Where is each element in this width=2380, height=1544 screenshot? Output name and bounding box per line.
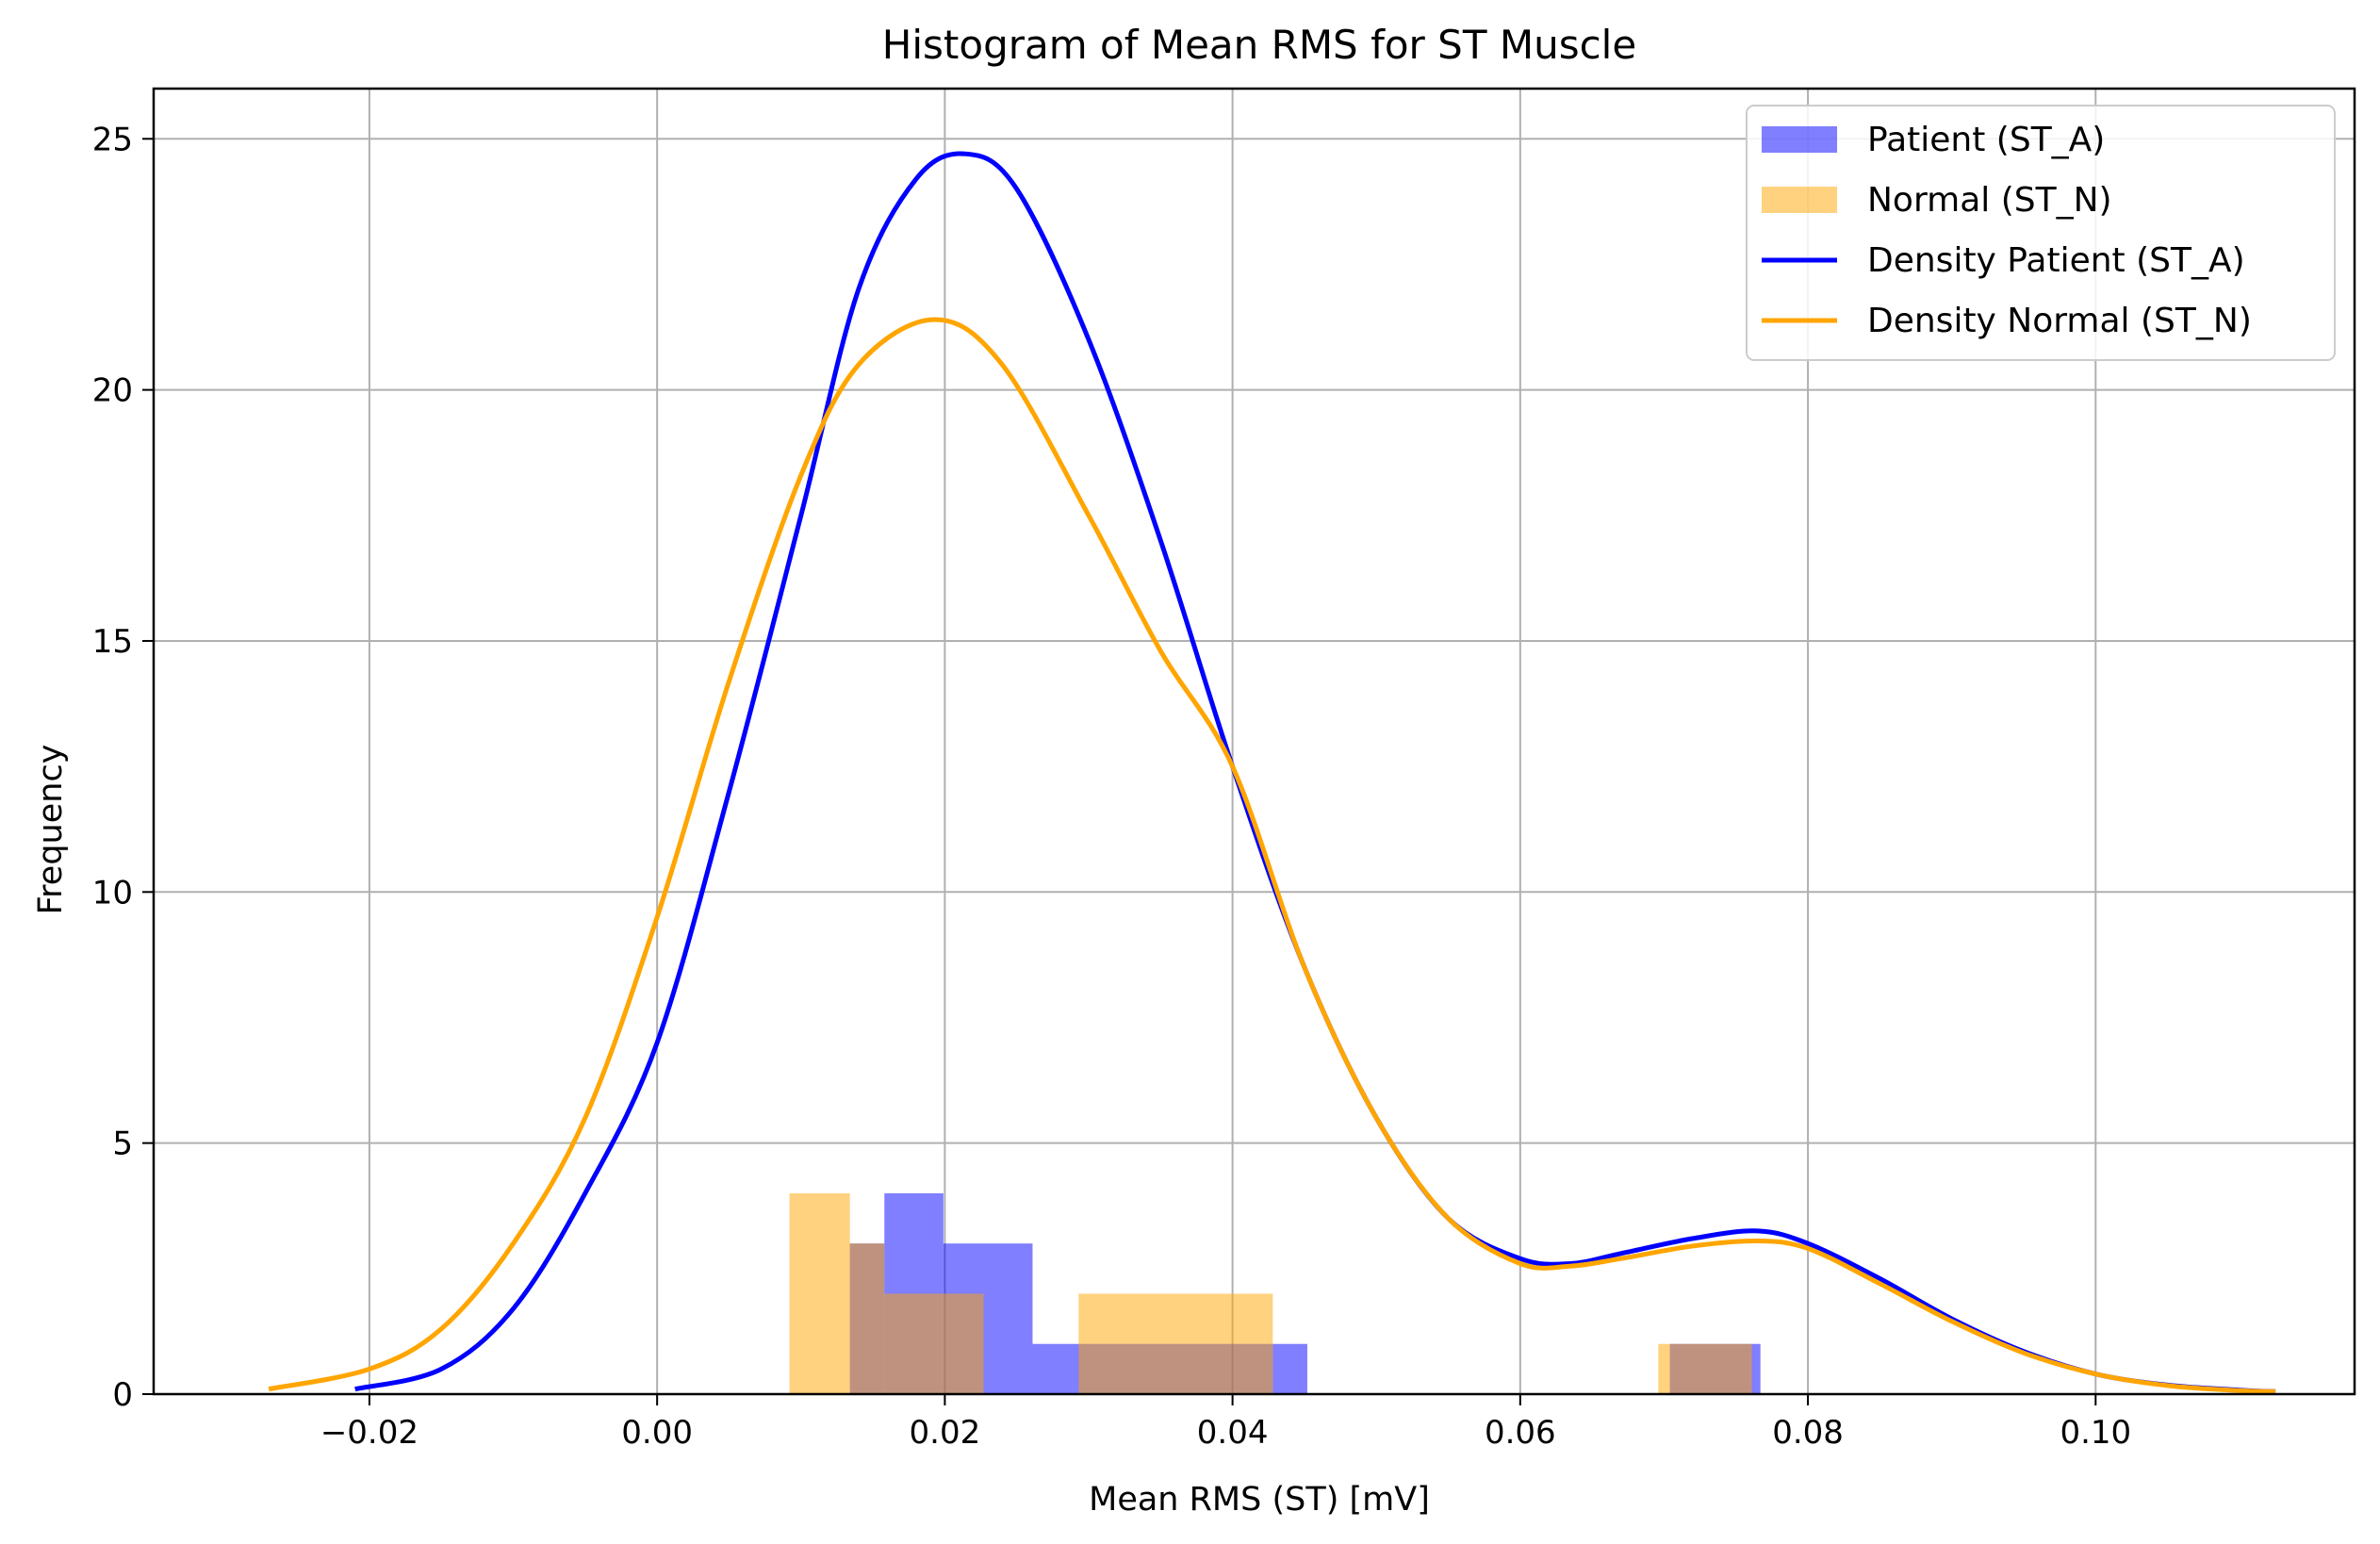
legend-swatch-patient	[1762, 126, 1837, 153]
axis-ticks: −0.02 0.00 0.02 0.04 0.06 0.08 0.10 0 5 10 15 20 25	[92, 121, 2131, 1452]
y-tick-label: 10	[92, 874, 133, 912]
density-line-normal	[268, 317, 2276, 1394]
x-tick-label: 0.06	[1485, 1414, 1556, 1452]
legend-label: Density Normal (ST_N)	[1867, 302, 2252, 340]
histogram-normal	[789, 1192, 1752, 1394]
histogram-bar	[1272, 1343, 1307, 1394]
axes-frame	[152, 87, 2356, 1396]
x-tick-label: 0.10	[2060, 1414, 2131, 1452]
x-tick-label: 0.08	[1772, 1414, 1844, 1452]
histogram-bar	[849, 1243, 885, 1394]
legend-label: Patient (ST_A)	[1867, 121, 2105, 159]
y-axis-label: Frequency	[32, 745, 70, 915]
y-tick-label: 20	[92, 372, 133, 410]
y-tick-label: 25	[92, 121, 133, 158]
histogram-bar	[884, 1293, 984, 1394]
legend-label: Normal (ST_N)	[1867, 181, 2112, 220]
x-tick-label: 0.02	[910, 1414, 981, 1452]
density-line-patient	[354, 151, 2276, 1394]
x-tick-label: 0.04	[1197, 1414, 1269, 1452]
x-tick-label: −0.02	[320, 1414, 419, 1452]
x-tick-label: 0.00	[621, 1414, 693, 1452]
plot-area: −0.02 0.00 0.02 0.04 0.06 0.08 0.10 0 5 10 15 20 25	[92, 87, 2356, 1452]
legend-box	[1746, 105, 2336, 361]
legend-label: Density Patient (ST_A)	[1867, 241, 2245, 280]
y-tick-label: 0	[112, 1376, 133, 1414]
legend-swatch-normal	[1762, 187, 1837, 213]
histogram-bar	[1078, 1293, 1273, 1394]
histogram-bar	[789, 1192, 850, 1394]
y-tick-label: 5	[112, 1125, 133, 1163]
chart-title: Histogram of Mean RMS for ST Muscle	[882, 22, 1636, 68]
y-tick-label: 15	[92, 623, 133, 661]
legend: Patient (ST_A) Normal (ST_N) Density Patie…	[1746, 105, 2336, 361]
histogram-bar	[1658, 1343, 1752, 1394]
x-axis-label: Mean RMS (ST) [mV]	[1089, 1481, 1430, 1519]
